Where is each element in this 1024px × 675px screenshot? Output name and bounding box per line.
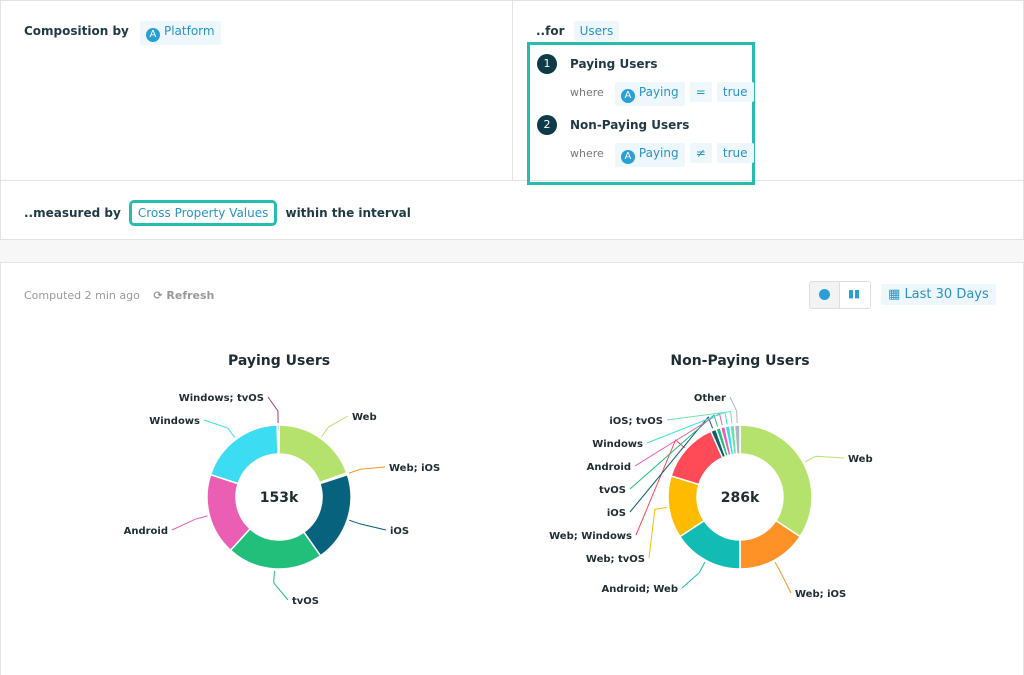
property-chip[interactable]: A Paying <box>614 82 685 106</box>
users-chip[interactable]: Users <box>573 21 620 41</box>
segment-name[interactable]: Paying Users <box>570 57 658 71</box>
bar-view-button[interactable]: ▮▮ <box>839 281 871 309</box>
segments-box <box>527 42 755 185</box>
where-label: where <box>570 86 604 99</box>
operator-chip[interactable]: ≠ <box>689 143 712 163</box>
value-chip[interactable]: true <box>716 82 754 102</box>
where-label: where <box>570 147 604 160</box>
status-row: Computed 2 min ago ⟳ Refresh <box>24 289 214 302</box>
for-row: ..for Users <box>536 20 620 41</box>
measure-chip[interactable]: Cross Property Values <box>128 200 278 226</box>
property-icon: A <box>620 150 635 164</box>
property-label: Paying <box>638 146 679 160</box>
composition-row: Composition by A Platform <box>24 20 221 45</box>
refresh-label: Refresh <box>166 289 215 302</box>
property-label: Paying <box>638 85 679 99</box>
operator-chip[interactable]: = <box>689 82 712 102</box>
refresh-icon: ⟳ <box>153 289 163 302</box>
measured-row: ..measured by Cross Property Values with… <box>24 200 411 226</box>
composition-label: Composition by <box>24 24 129 38</box>
segment-filter: where A Paying = true <box>570 81 754 106</box>
computed-time: Computed 2 min ago <box>24 289 140 302</box>
results-panel <box>0 262 1024 675</box>
bar-chart-icon: ▮▮ <box>848 287 861 300</box>
divider <box>512 0 513 180</box>
property-icon: A <box>145 28 160 42</box>
pie-view-button[interactable] <box>809 281 841 309</box>
segment-filter: where A Paying ≠ true <box>570 142 754 167</box>
value-chip[interactable]: true <box>716 143 754 163</box>
measured-label: ..measured by <box>24 206 121 220</box>
segment-name[interactable]: Non-Paying Users <box>570 118 690 132</box>
date-range-button[interactable]: ▦ Last 30 Days <box>881 284 996 305</box>
refresh-button[interactable]: ⟳ Refresh <box>153 289 214 302</box>
pie-chart-icon <box>819 289 830 300</box>
calendar-icon: ▦ <box>888 287 901 302</box>
segment-number: 2 <box>537 115 557 135</box>
segment-number: 1 <box>537 54 557 74</box>
for-label: ..for <box>536 24 565 38</box>
property-chip[interactable]: A Paying <box>614 143 685 167</box>
platform-chip[interactable]: A Platform <box>139 21 221 45</box>
property-icon: A <box>620 89 635 103</box>
date-range-label: Last 30 Days <box>904 287 989 302</box>
interval-label: within the interval <box>285 206 411 220</box>
platform-label: Platform <box>163 24 215 38</box>
divider <box>0 180 1024 181</box>
